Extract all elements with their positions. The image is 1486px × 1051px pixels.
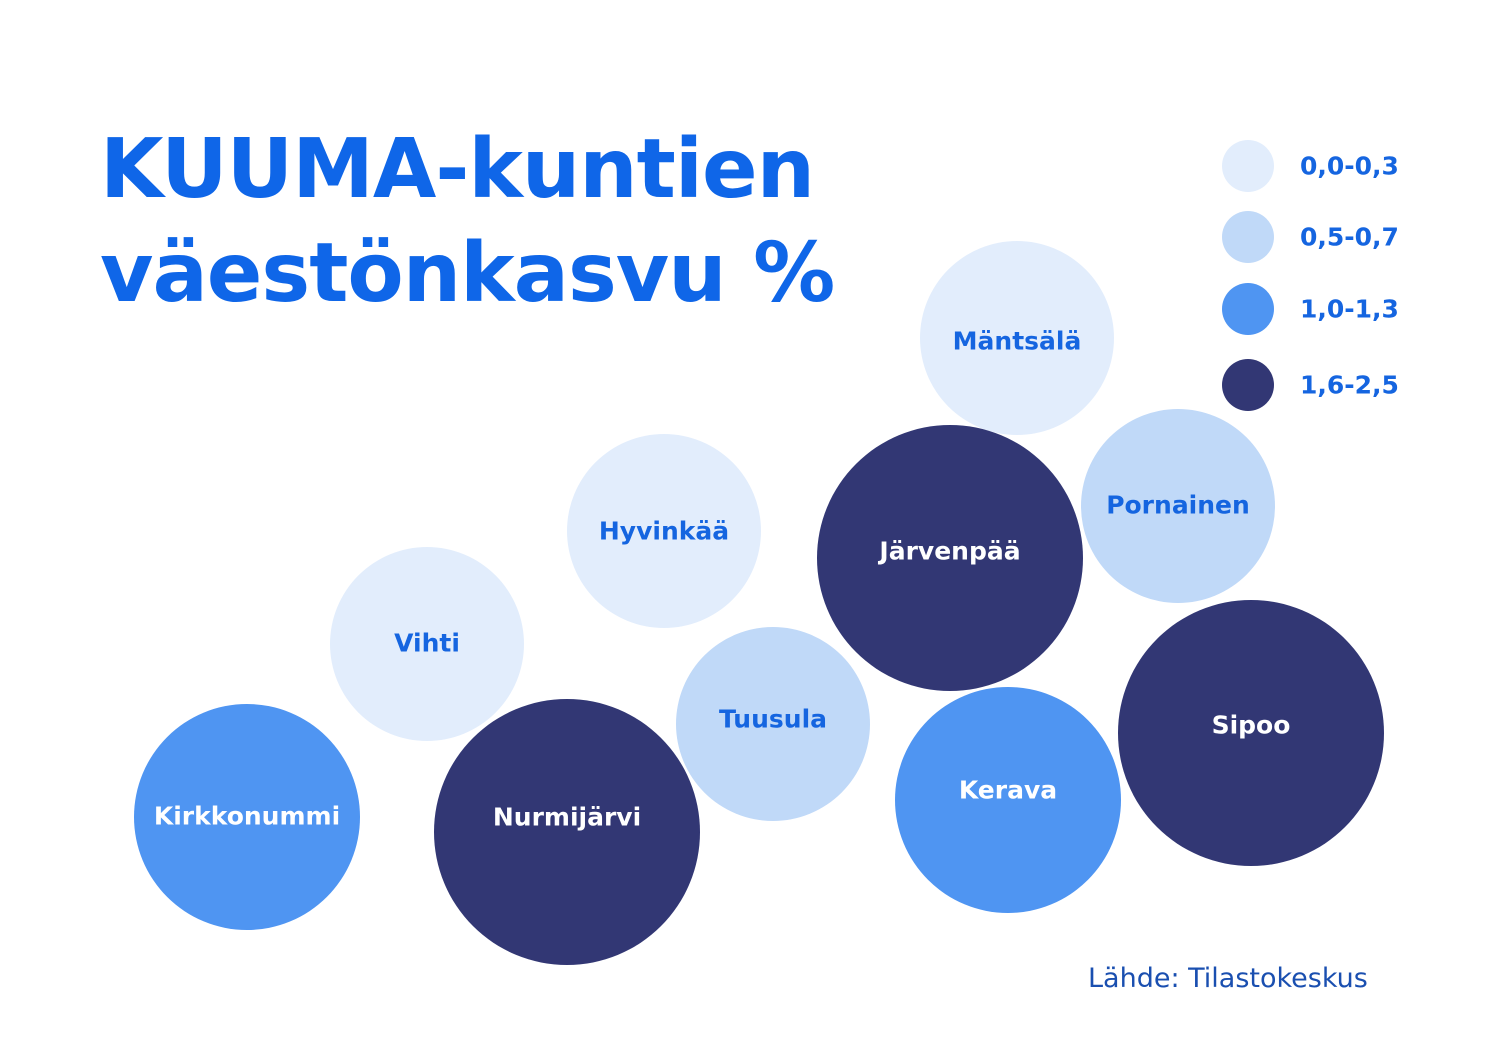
bubble-circle (676, 627, 870, 821)
bubble-circle (330, 547, 524, 741)
bubble-label: Nurmijärvi (493, 803, 641, 832)
bubble-nurmijarvi: Nurmijärvi (434, 699, 700, 965)
legend-swatch (1222, 283, 1274, 335)
legend-swatch (1222, 140, 1274, 192)
legend-label: 1,0-1,3 (1300, 295, 1399, 324)
bubble-label: Pornainen (1106, 491, 1250, 520)
bubble-label: Mäntsälä (953, 327, 1082, 356)
bubble-tuusula: Tuusula (676, 627, 870, 821)
bubble-sipoo: Sipoo (1118, 600, 1384, 866)
bubble-label: Hyvinkää (599, 517, 729, 546)
bubble-circle (1081, 409, 1275, 603)
bubble-circle (817, 425, 1083, 691)
bubble-mantsala: Mäntsälä (920, 241, 1114, 435)
bubble-kirkkonummi: Kirkkonummi (134, 704, 360, 930)
legend: 0,0-0,3 0,5-0,7 1,0-1,3 1,6-2,5 (1222, 140, 1399, 411)
bubble-circle (567, 434, 761, 628)
legend-label: 0,0-0,3 (1300, 152, 1399, 181)
legend-swatch (1222, 359, 1274, 411)
legend-label: 0,5-0,7 (1300, 223, 1399, 252)
bubble-jarvenpaa: Järvenpää (817, 425, 1083, 691)
bubble-label: Kerava (959, 776, 1057, 805)
bubble-circle (895, 687, 1121, 913)
bubble-label: Vihti (394, 629, 460, 658)
legend-item: 1,0-1,3 (1222, 283, 1399, 335)
bubble-circle (134, 704, 360, 930)
bubble-kerava: Kerava (895, 687, 1121, 913)
bubble-pornainen: Pornainen (1081, 409, 1275, 603)
legend-item: 1,6-2,5 (1222, 359, 1399, 411)
bubble-circle (1118, 600, 1384, 866)
chart-title: KUUMA-kuntien väestönkasvu % (100, 118, 835, 326)
source-note: Lähde: Tilastokeskus (1088, 963, 1368, 994)
chart-title-line-1: KUUMA-kuntien (100, 122, 815, 217)
chart-title-line-2: väestönkasvu % (100, 226, 835, 321)
legend-label: 1,6-2,5 (1300, 371, 1399, 400)
bubble-circle (920, 241, 1114, 435)
bubble-vihti: Vihti (330, 547, 524, 741)
legend-item: 0,0-0,3 (1222, 140, 1399, 192)
bubbles-layer: Mäntsälä Hyvinkää Vihti Pornainen Tuusula Kir… (134, 241, 1384, 965)
legend-item: 0,5-0,7 (1222, 211, 1399, 263)
bubble-circle (434, 699, 700, 965)
bubble-label: Sipoo (1212, 711, 1291, 740)
legend-swatch (1222, 211, 1274, 263)
bubble-label: Tuusula (719, 705, 827, 734)
bubble-label: Järvenpää (877, 537, 1020, 566)
bubble-label: Kirkkonummi (154, 802, 340, 831)
bubble-hyvinkaa: Hyvinkää (567, 434, 761, 628)
